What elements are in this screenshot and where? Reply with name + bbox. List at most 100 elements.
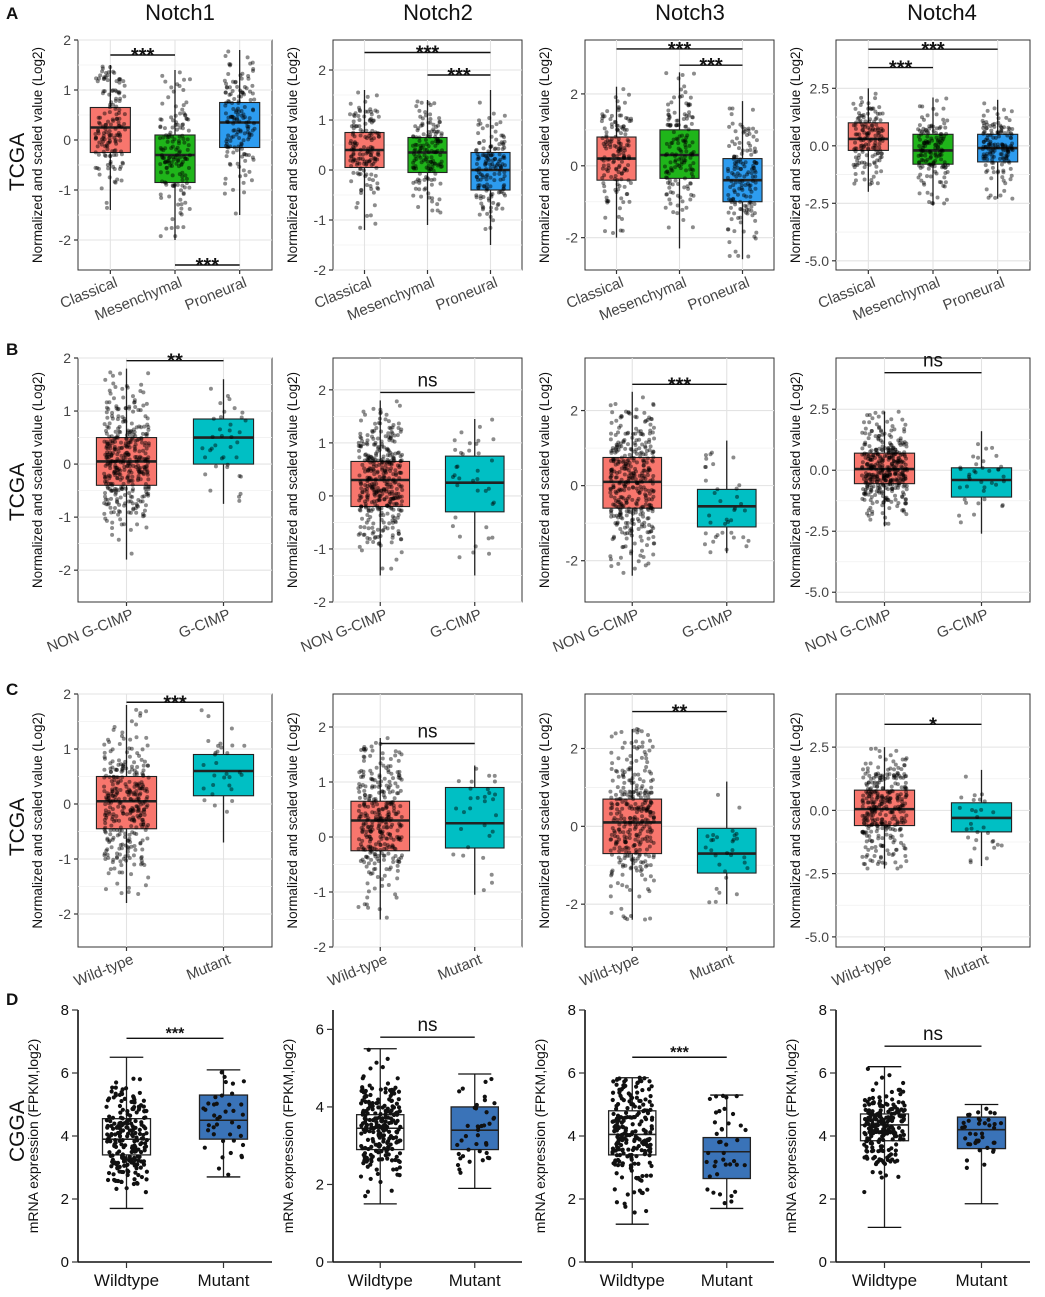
data-point	[380, 883, 385, 888]
data-point	[369, 153, 374, 158]
data-point	[980, 118, 985, 123]
data-point	[874, 447, 879, 452]
data-point	[732, 167, 737, 172]
data-point	[373, 421, 378, 426]
data-point	[642, 798, 647, 803]
data-point	[357, 803, 362, 808]
data-point	[605, 169, 610, 174]
data-point	[362, 159, 367, 164]
data-point	[481, 855, 486, 860]
data-point	[494, 163, 499, 168]
data-point	[477, 183, 482, 188]
data-point	[629, 865, 634, 870]
data-point	[486, 149, 491, 154]
data-point	[373, 130, 378, 135]
data-point	[160, 156, 165, 161]
data-point	[112, 148, 117, 153]
data-point	[124, 858, 129, 863]
data-point	[223, 90, 228, 95]
data-point	[384, 495, 389, 500]
significance-label: ns	[417, 370, 437, 391]
data-point	[917, 191, 922, 196]
data-point	[735, 192, 740, 197]
data-point	[623, 520, 628, 525]
data-point	[881, 474, 886, 479]
data-point	[177, 134, 182, 139]
data-point	[485, 173, 490, 178]
data-point	[180, 159, 185, 164]
data-point	[482, 799, 487, 804]
data-point	[1002, 107, 1007, 112]
data-point	[631, 856, 636, 861]
data-point	[717, 890, 722, 895]
data-point	[474, 174, 479, 179]
data-point	[610, 826, 615, 831]
data-point	[668, 122, 673, 127]
data-point	[171, 118, 176, 123]
data-point	[129, 872, 134, 877]
data-point	[413, 186, 418, 191]
data-point	[651, 552, 656, 557]
data-point	[708, 550, 713, 555]
x-tick-label: Wild-type	[577, 951, 641, 990]
data-point	[683, 145, 688, 150]
data-point	[385, 503, 390, 508]
data-point	[620, 745, 625, 750]
data-point	[609, 852, 614, 857]
data-point	[437, 120, 442, 125]
data-point	[244, 120, 249, 125]
data-point	[468, 796, 473, 801]
data-point	[614, 491, 619, 496]
data-point	[634, 447, 639, 452]
data-point	[391, 472, 396, 477]
data-point	[615, 178, 620, 183]
data-point	[227, 99, 232, 104]
data-point	[381, 793, 386, 798]
data-point	[875, 130, 880, 135]
data-point	[103, 74, 108, 79]
data-point	[502, 163, 507, 168]
data-point	[108, 370, 113, 375]
data-point	[718, 499, 723, 504]
data-point	[709, 838, 714, 843]
data-point	[638, 868, 643, 873]
data-point	[744, 210, 749, 215]
data-point	[175, 182, 180, 187]
data-point	[113, 88, 118, 93]
data-point	[232, 117, 237, 122]
data-point	[746, 538, 751, 543]
data-point	[225, 120, 230, 125]
data-point	[181, 191, 186, 196]
data-point	[396, 425, 401, 430]
data-point	[647, 431, 652, 436]
data-point	[139, 786, 144, 791]
data-point	[621, 124, 626, 129]
data-point	[748, 187, 753, 192]
data-point	[209, 446, 214, 451]
data-point	[103, 825, 108, 830]
data-point	[478, 177, 483, 182]
data-point	[369, 162, 374, 167]
data-point	[119, 124, 124, 129]
data-point	[484, 525, 489, 530]
data-point	[865, 462, 870, 467]
data-point	[181, 136, 186, 141]
data-point	[107, 400, 112, 405]
data-point	[181, 111, 186, 116]
data-point	[711, 539, 716, 544]
data-point	[490, 829, 495, 834]
data-point	[748, 183, 753, 188]
data-point	[626, 767, 631, 772]
data-point	[163, 180, 168, 185]
data-point	[119, 828, 124, 833]
data-point	[867, 127, 872, 132]
data-point	[350, 159, 355, 164]
data-point	[880, 444, 885, 449]
data-point	[110, 117, 115, 122]
data-point	[608, 557, 613, 562]
data-point	[390, 455, 395, 460]
data-point	[134, 770, 139, 775]
data-point	[648, 863, 653, 868]
